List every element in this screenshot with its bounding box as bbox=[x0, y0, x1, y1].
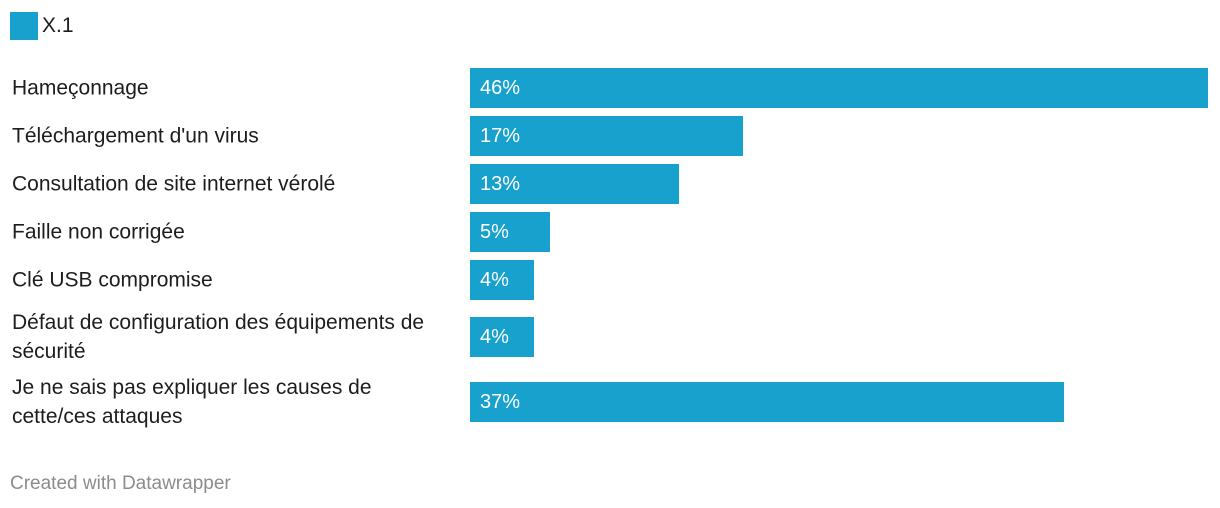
bar-row: Je ne sais pas expliquer les causes de c… bbox=[0, 376, 1220, 428]
bar-value-label: 4% bbox=[480, 325, 509, 348]
legend-swatch bbox=[10, 12, 38, 40]
footer-credit[interactable]: Created with Datawrapper bbox=[10, 473, 231, 494]
legend: X.1 bbox=[10, 12, 74, 40]
category-label: Défaut de configuration des équipements … bbox=[12, 311, 425, 363]
bar-row: Consultation de site internet vérolé 13% bbox=[0, 164, 1220, 204]
category-label: Clé USB compromise bbox=[12, 268, 213, 292]
bar[interactable]: 17% bbox=[470, 116, 743, 156]
category-label: Consultation de site internet vérolé bbox=[12, 172, 336, 196]
bar-value-label: 17% bbox=[480, 124, 521, 147]
bar-row: Défaut de configuration des équipements … bbox=[0, 311, 1220, 363]
bar[interactable]: 4% bbox=[470, 260, 534, 300]
category-label: Je ne sais pas expliquer les causes de c… bbox=[12, 376, 372, 428]
bar-row: Téléchargement d'un virus 17% bbox=[0, 116, 1220, 156]
legend-label: X.1 bbox=[42, 14, 74, 37]
bar-value-label: 13% bbox=[480, 172, 521, 195]
bar-row: Hameçonnage 46% bbox=[0, 68, 1220, 108]
bar[interactable]: 13% bbox=[470, 164, 679, 204]
bar-row: Faille non corrigée 5% bbox=[0, 212, 1220, 252]
bar[interactable]: 46% bbox=[470, 68, 1208, 108]
bar-value-label: 5% bbox=[480, 220, 509, 243]
category-label: Hameçonnage bbox=[12, 76, 149, 100]
bar-value-label: 4% bbox=[480, 268, 509, 291]
bar[interactable]: 4% bbox=[470, 317, 534, 357]
bar[interactable]: 37% bbox=[470, 382, 1064, 422]
category-label: Téléchargement d'un virus bbox=[12, 124, 259, 148]
bar-value-label: 46% bbox=[480, 76, 521, 99]
category-label: Faille non corrigée bbox=[12, 220, 185, 244]
bar-row: Clé USB compromise 4% bbox=[0, 260, 1220, 300]
bar[interactable]: 5% bbox=[470, 212, 550, 252]
bar-value-label: 37% bbox=[480, 390, 521, 413]
